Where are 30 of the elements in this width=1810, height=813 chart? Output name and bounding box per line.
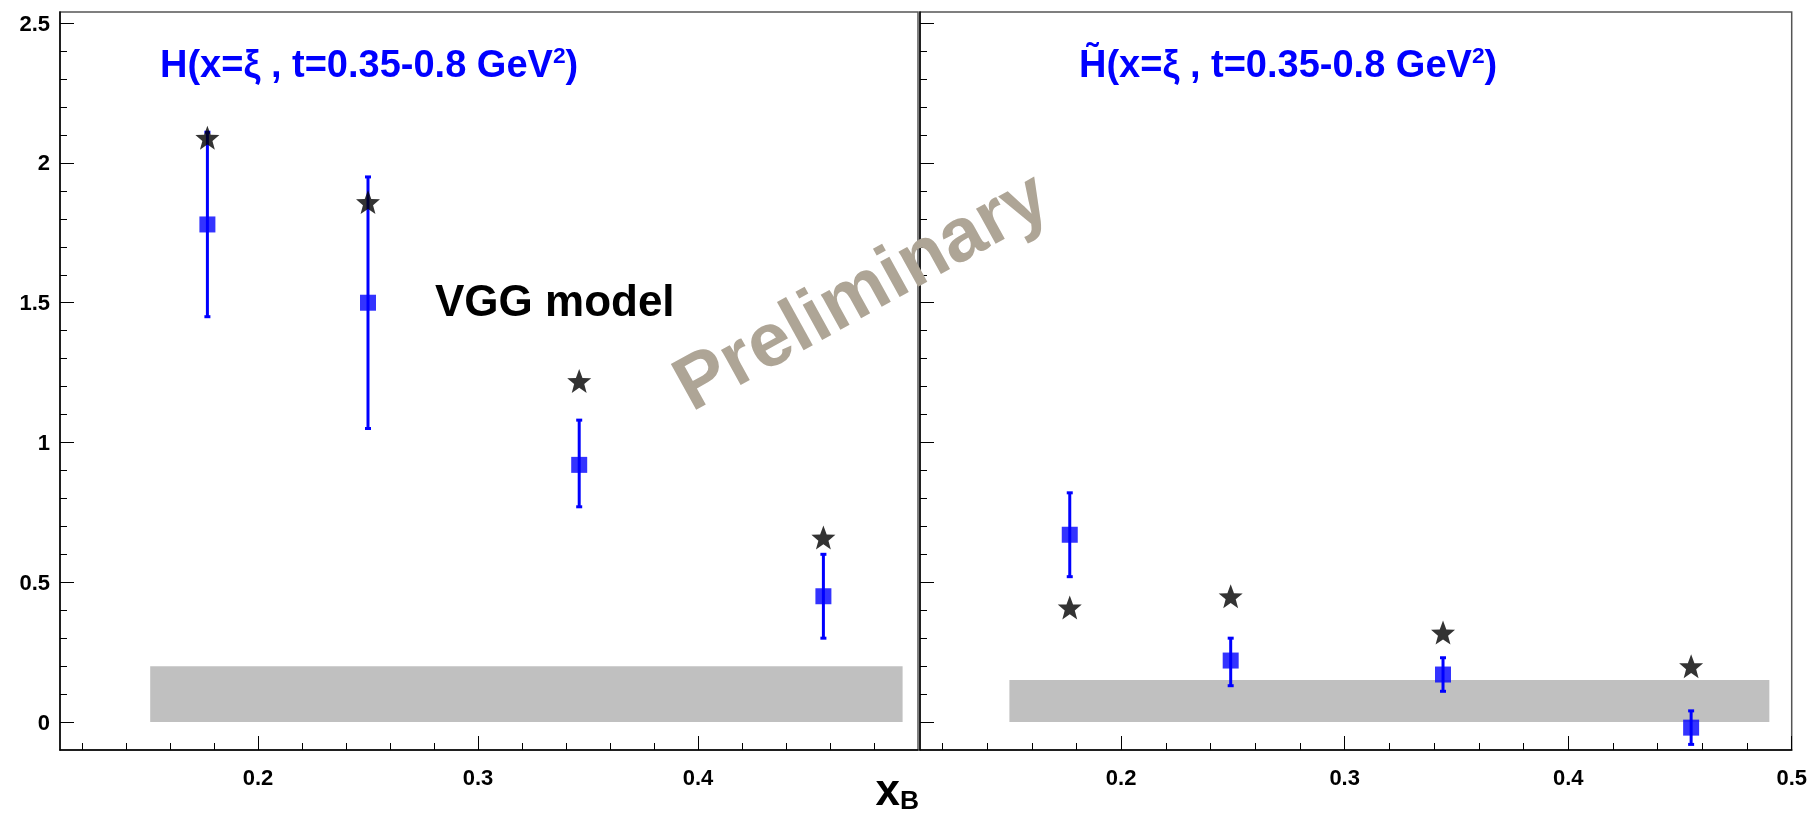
point	[571, 456, 588, 473]
x-tick-label: 0.3	[462, 764, 494, 790]
y-tick-label: 2	[37, 150, 50, 176]
point	[811, 525, 836, 550]
point	[195, 125, 220, 150]
annotation: VGG model	[435, 275, 675, 325]
x-tick-label: 0.5	[1776, 764, 1808, 790]
point	[1679, 654, 1704, 679]
y-tick-label: 1	[37, 430, 50, 455]
x-tick-label: 0.4	[682, 764, 715, 790]
point	[199, 216, 216, 233]
point	[1061, 526, 1078, 543]
y-tick-label: 2.5	[19, 10, 50, 36]
point	[1435, 666, 1452, 683]
point	[1222, 652, 1239, 669]
point	[1683, 719, 1700, 736]
y-tick-label: 0	[37, 709, 50, 735]
point	[1218, 584, 1243, 609]
point	[567, 369, 592, 393]
y-tick-label: 0.5	[19, 569, 50, 595]
x-tick-label: 0.4	[1552, 764, 1585, 790]
x-tick-label: 0.2	[1105, 764, 1137, 790]
point	[1431, 620, 1456, 645]
point	[360, 294, 376, 311]
point	[356, 190, 380, 215]
x-tick-label: 0.3	[1329, 764, 1360, 790]
point	[1057, 595, 1082, 620]
y-tick-label: 1.5	[19, 290, 50, 316]
point	[815, 588, 832, 605]
x-tick-label: 0.2	[242, 764, 274, 790]
